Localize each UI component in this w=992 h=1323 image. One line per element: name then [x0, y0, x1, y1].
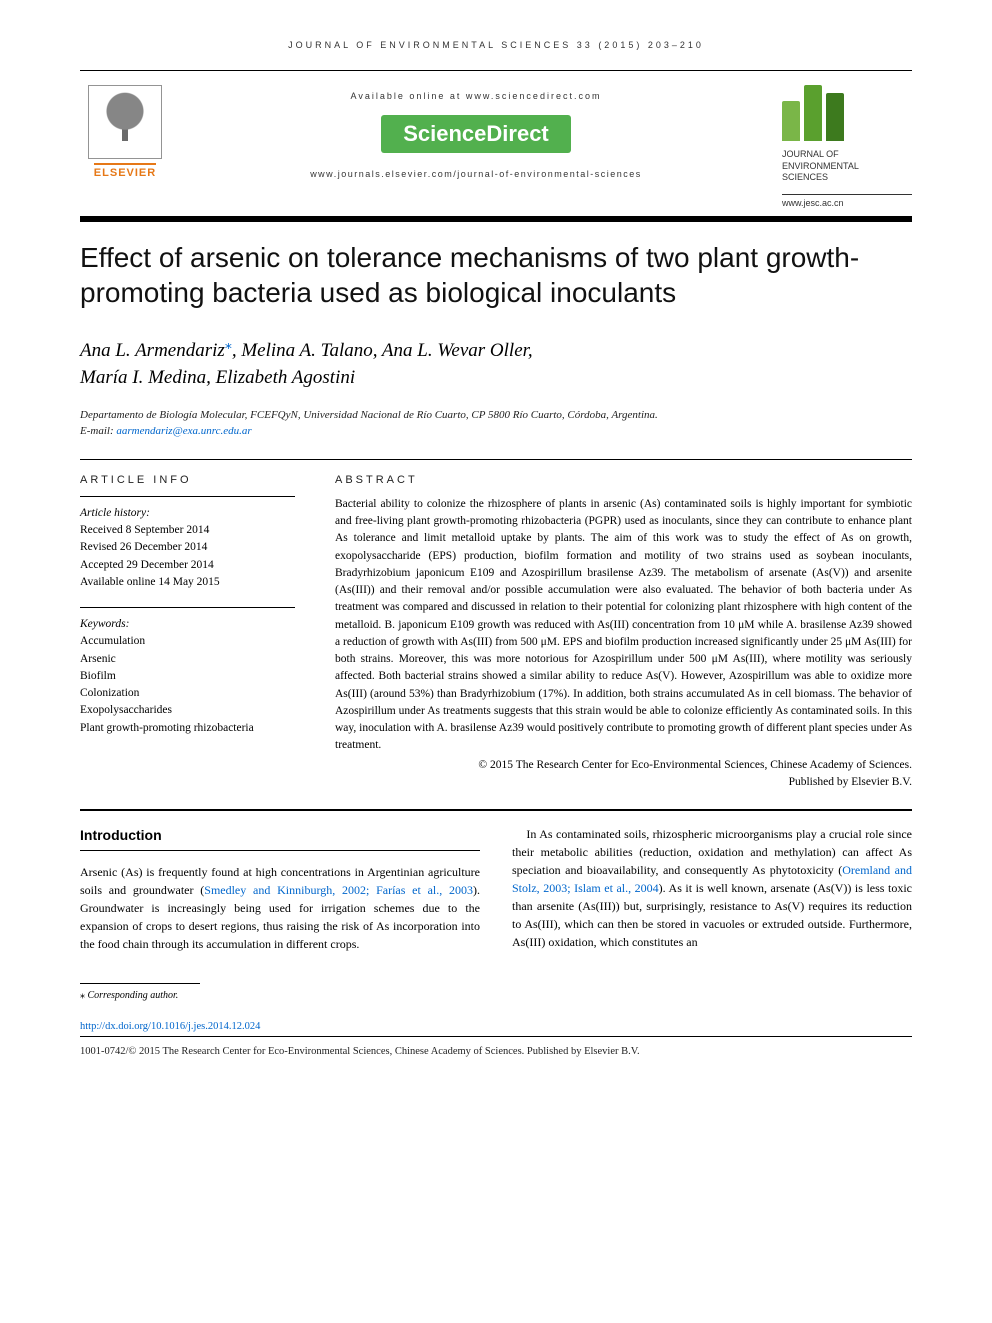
corresponding-author-footnote: ⁎ Corresponding author.: [80, 990, 912, 1001]
jes-bars-icon: [782, 85, 912, 141]
elsevier-wordmark: ELSEVIER: [94, 163, 156, 179]
abstract-text: Bacterial ability to colonize the rhizos…: [335, 496, 912, 755]
abstract-copyright: © 2015 The Research Center for Eco-Envir…: [335, 757, 912, 792]
footnote-rule: [80, 983, 200, 984]
rights-text: 1001-0742/© 2015 The Research Center for…: [80, 1046, 640, 1057]
available-online-text: Available online at www.sciencedirect.co…: [170, 91, 782, 101]
abstract-head: ABSTRACT: [335, 474, 912, 486]
jes-logo-block: JOURNAL OF ENVIRONMENTAL SCIENCES www.je…: [782, 85, 912, 208]
article-info-column: ARTICLE INFO Article history: Received 8…: [80, 474, 295, 791]
history-label: Article history:: [80, 505, 295, 522]
keyword: Accumulation: [80, 633, 295, 650]
keyword: Biofilm: [80, 668, 295, 685]
affiliation: Departamento de Biología Molecular, FCEF…: [80, 408, 912, 423]
keyword: Colonization: [80, 685, 295, 702]
body-columns: Introduction Arsenic (As) is frequently …: [80, 825, 912, 953]
center-header: Available online at www.sciencedirect.co…: [170, 85, 782, 179]
running-head: JOURNAL OF ENVIRONMENTAL SCIENCES 33 (20…: [80, 40, 912, 50]
publisher-header: ELSEVIER Available online at www.science…: [80, 85, 912, 208]
history-online: Available online 14 May 2015: [80, 574, 295, 591]
email-line: E-mail: aarmendariz@exa.unrc.edu.ar: [80, 425, 912, 437]
elsevier-tree-icon: [88, 85, 162, 159]
article-history: Article history: Received 8 September 20…: [80, 496, 295, 591]
thick-rule: [80, 216, 912, 222]
jes-url[interactable]: www.jesc.ac.cn: [782, 194, 912, 208]
body-paragraph-2: In As contaminated soils, rhizospheric m…: [512, 825, 912, 951]
body-paragraph-1: Arsenic (As) is frequently found at high…: [80, 863, 480, 953]
introduction-head: Introduction: [80, 825, 480, 851]
keyword: Plant growth-promoting rhizobacteria: [80, 720, 295, 737]
body-top-rule: [80, 809, 912, 811]
keyword: Exopolysaccharides: [80, 702, 295, 719]
keywords-label: Keywords:: [80, 616, 295, 633]
authors-line-2: María I. Medina, Elizabeth Agostini: [80, 367, 355, 388]
elsevier-logo-block: ELSEVIER: [80, 85, 170, 181]
history-received: Received 8 September 2014: [80, 522, 295, 539]
abstract-column: ABSTRACT Bacterial ability to colonize t…: [335, 474, 912, 791]
author-list: Ana L. Armendariz⁎, Melina A. Talano, An…: [80, 336, 912, 392]
article-title: Effect of arsenic on tolerance mechanism…: [80, 240, 912, 310]
keywords-block: Keywords: Accumulation Arsenic Biofilm C…: [80, 607, 295, 737]
keyword: Arsenic: [80, 651, 295, 668]
info-abstract-row: ARTICLE INFO Article history: Received 8…: [80, 459, 912, 791]
jes-journal-name: JOURNAL OF ENVIRONMENTAL SCIENCES: [782, 149, 912, 184]
history-revised: Revised 26 December 2014: [80, 539, 295, 556]
journal-url[interactable]: www.journals.elsevier.com/journal-of-env…: [170, 169, 782, 179]
email-link[interactable]: aarmendariz@exa.unrc.edu.ar: [116, 425, 251, 437]
sciencedirect-logo[interactable]: ScienceDirect: [381, 115, 571, 153]
history-accepted: Accepted 29 December 2014: [80, 557, 295, 574]
citation-link[interactable]: Smedley and Kinniburgh, 2002; Farías et …: [204, 883, 473, 897]
corresponding-star-icon: ⁎: [225, 338, 232, 353]
authors-line-1: Ana L. Armendariz⁎, Melina A. Talano, An…: [80, 340, 533, 361]
top-rule: [80, 70, 912, 71]
doi-link[interactable]: http://dx.doi.org/10.1016/j.jes.2014.12.…: [80, 1021, 912, 1032]
bottom-rule: 1001-0742/© 2015 The Research Center for…: [80, 1036, 912, 1059]
article-info-head: ARTICLE INFO: [80, 474, 295, 486]
